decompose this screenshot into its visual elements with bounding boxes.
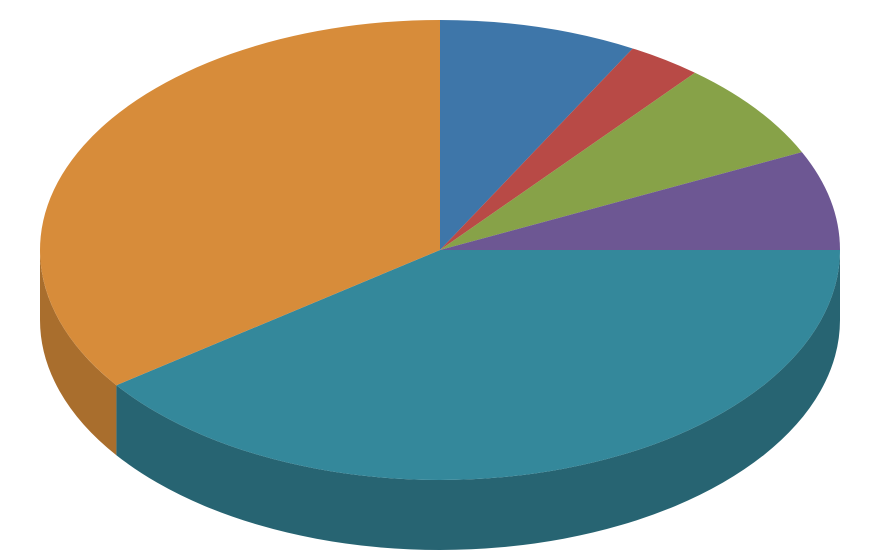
pie-chart-svg [0, 0, 885, 553]
pie-chart-3d [0, 0, 885, 553]
